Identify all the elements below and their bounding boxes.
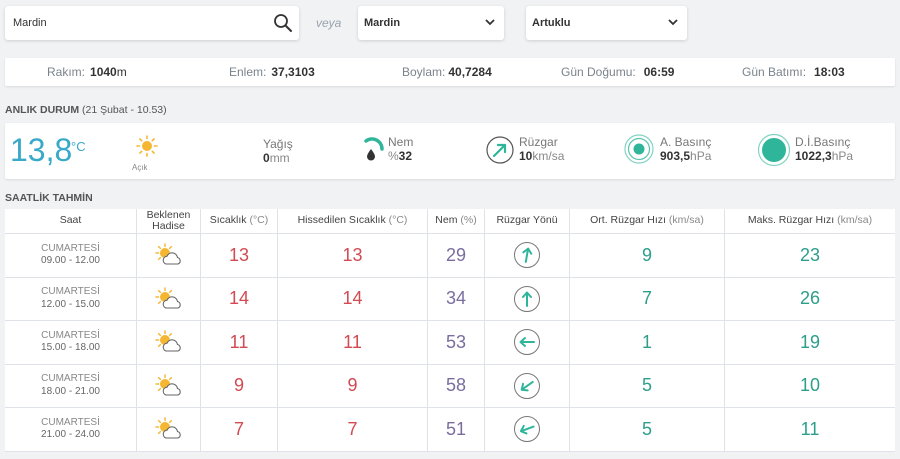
province-select[interactable]: Mardin — [358, 6, 504, 40]
current-condition-text: Açık — [132, 163, 148, 172]
table-row: CUMARTESİ 12.00 - 15.00 14 14 34 7 26 — [5, 277, 895, 321]
col-header-feels: Hissedilen Sıcaklık (°C) — [278, 209, 428, 234]
row-wind-direction — [485, 408, 570, 452]
row-condition — [137, 277, 201, 321]
row-condition — [137, 408, 201, 452]
row-time: CUMARTESİ 18.00 - 21.00 — [5, 364, 137, 408]
row-time: CUMARTESİ 09.00 - 12.00 — [5, 234, 137, 278]
current-temperature-unit: °C — [71, 139, 86, 154]
precipitation-block: Yağış 0mm — [263, 137, 293, 165]
col-header-time: Saat — [5, 209, 137, 234]
table-row: CUMARTESİ 15.00 - 18.00 11 11 53 1 19 — [5, 321, 895, 365]
current-conditions-title: ANLIK DURUM (21 Şubat - 10.53) — [5, 104, 167, 116]
row-time: CUMARTESİ 21.00 - 24.00 — [5, 408, 137, 452]
row-temp: 9 — [201, 364, 278, 408]
current-temperature: 13,8 — [10, 132, 73, 168]
sea-pressure-icon — [757, 133, 791, 167]
row-avg-wind: 1 — [570, 321, 725, 365]
partly-cloudy-icon — [154, 417, 181, 439]
row-max-wind: 26 — [725, 278, 895, 321]
wind-icon — [486, 136, 514, 164]
sunset-info: Gün Batımı: 18:03 — [742, 65, 845, 79]
row-temp: 11 — [201, 321, 278, 365]
row-condition — [137, 321, 201, 365]
row-time: CUMARTESİ 15.00 - 18.00 — [5, 321, 137, 365]
search-icon[interactable] — [273, 13, 293, 33]
row-feels: 13 — [278, 234, 428, 278]
col-header-wind-direction: Rüzgar Yönü — [485, 209, 570, 234]
current-conditions-panel: 13,8 °C Açık Yağış 0mm Nem %32 Rüzgar 10… — [5, 123, 895, 179]
table-row: CUMARTESİ 21.00 - 24.00 7 7 51 5 11 — [5, 408, 895, 452]
humidity-block: Nem %32 — [388, 135, 414, 163]
sunrise-info: Gün Doğumu: 06:59 — [561, 65, 675, 79]
table-row: CUMARTESİ 09.00 - 12.00 13 13 29 9 23 — [5, 234, 895, 278]
partly-cloudy-icon — [154, 374, 181, 396]
row-max-wind: 11 — [725, 408, 895, 452]
col-header-humidity: Nem (%) — [428, 209, 485, 234]
row-humidity: 51 — [428, 408, 485, 452]
search-box — [5, 6, 299, 40]
row-wind-direction — [485, 321, 570, 365]
row-avg-wind: 7 — [570, 277, 725, 321]
altitude-info: Rakım: 1040m — [47, 65, 127, 79]
or-label: veya — [316, 16, 342, 30]
pressure-block: A. Basınç 903,5hPa — [660, 135, 712, 163]
row-condition — [137, 234, 201, 278]
row-avg-wind: 5 — [570, 408, 725, 452]
row-feels: 9 — [278, 364, 428, 408]
wind-direction-arrow-icon — [514, 242, 540, 269]
location-search-row: veya Mardin Artuklu — [5, 6, 895, 40]
row-max-wind: 19 — [725, 321, 895, 365]
chevron-down-icon — [485, 19, 495, 26]
row-avg-wind: 5 — [570, 364, 725, 408]
wind-direction-arrow-icon — [514, 285, 540, 312]
row-temp: 7 — [201, 408, 278, 452]
wind-block: Rüzgar 10km/sa — [519, 135, 565, 163]
partly-cloudy-icon — [154, 330, 181, 352]
row-humidity: 53 — [428, 321, 485, 365]
wind-direction-arrow-icon — [514, 416, 540, 443]
province-select-value: Mardin — [364, 17, 401, 29]
row-humidity: 34 — [428, 277, 485, 321]
district-select-value: Artuklu — [532, 17, 571, 29]
sea-pressure-block: D.İ.Basınç 1022,3hPa — [795, 135, 854, 163]
row-condition — [137, 364, 201, 408]
col-header-temp: Sıcaklık (°C) — [201, 209, 278, 234]
row-humidity: 58 — [428, 364, 485, 408]
row-wind-direction — [485, 364, 570, 408]
pressure-icon — [624, 134, 654, 164]
col-header-max-wind: Maks. Rüzgar Hızı (km/sa) — [725, 209, 895, 234]
hourly-forecast-table: Saat Beklenen Hadise Sıcaklık (°C) Hissed… — [5, 209, 895, 452]
district-select[interactable]: Artuklu — [526, 6, 687, 40]
row-temp: 14 — [201, 277, 278, 321]
row-time: CUMARTESİ 12.00 - 15.00 — [5, 277, 137, 321]
chevron-down-icon — [668, 19, 678, 26]
row-wind-direction — [485, 234, 570, 278]
longitude-info: Boylam: 40,7284 — [402, 65, 492, 79]
row-max-wind: 23 — [725, 234, 895, 278]
row-avg-wind: 9 — [570, 234, 725, 278]
partly-cloudy-icon — [154, 287, 181, 309]
humidity-icon — [364, 137, 384, 161]
wind-direction-arrow-icon — [514, 372, 540, 399]
row-temp: 13 — [201, 234, 278, 278]
latitude-info: Enlem: 37,3103 — [229, 65, 315, 79]
row-humidity: 29 — [428, 234, 485, 278]
col-header-condition: Beklenen Hadise — [137, 209, 201, 234]
col-header-avg-wind: Ort. Rüzgar Hızı (km/sa) — [570, 209, 725, 234]
search-input[interactable] — [13, 6, 263, 40]
row-feels: 7 — [278, 408, 428, 452]
table-row: CUMARTESİ 18.00 - 21.00 9 9 58 5 10 — [5, 364, 895, 408]
hourly-forecast-title: SAATLİK TAHMİN — [5, 192, 93, 204]
row-wind-direction — [485, 277, 570, 321]
row-max-wind: 10 — [725, 365, 895, 408]
location-info-bar: Rakım: 1040m Enlem: 37,3103 Boylam: 40,7284… — [5, 58, 895, 86]
wind-direction-arrow-icon — [514, 329, 540, 356]
row-feels: 11 — [278, 321, 428, 365]
partly-cloudy-icon — [154, 243, 181, 265]
sun-icon — [136, 135, 158, 157]
table-header-row: Saat Beklenen Hadise Sıcaklık (°C) Hissed… — [5, 209, 895, 234]
row-feels: 14 — [278, 277, 428, 321]
